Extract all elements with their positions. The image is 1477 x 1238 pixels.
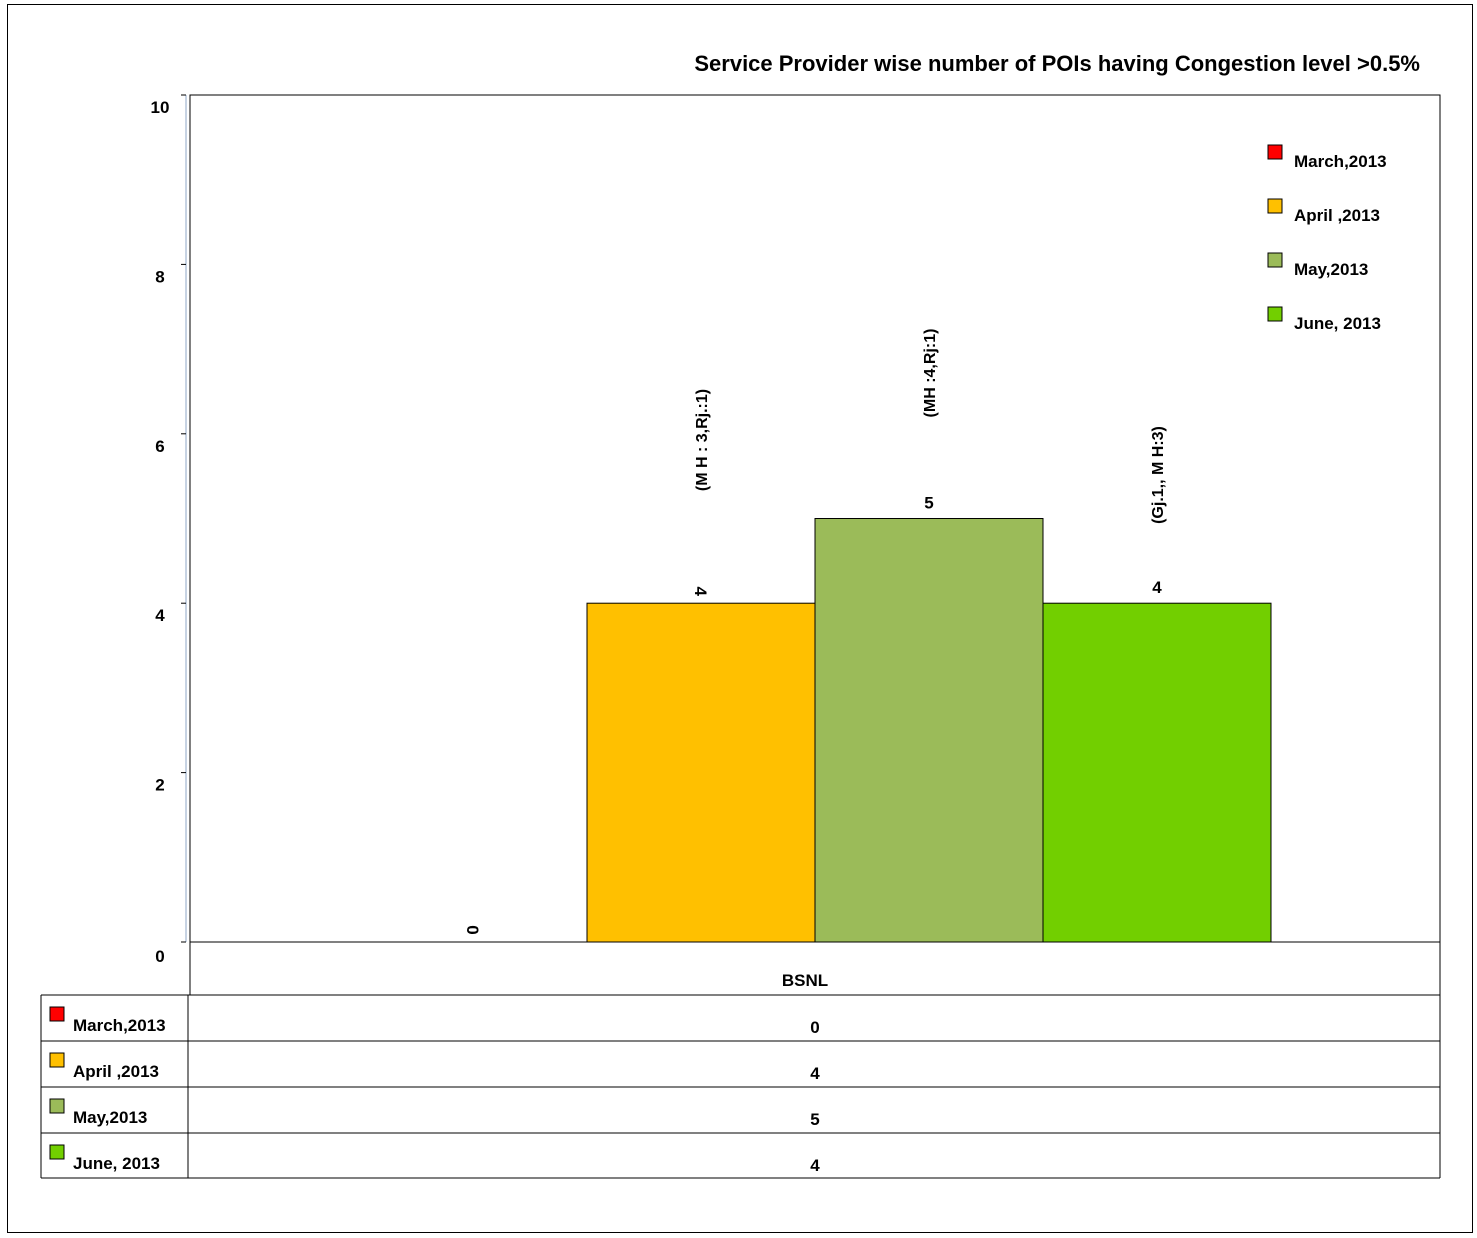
- value-label-2: 4: [691, 586, 710, 596]
- legend-label-2: April ,2013: [1294, 206, 1380, 225]
- legend-label-1: March,2013: [1294, 152, 1387, 171]
- value-label-3: 5: [924, 494, 933, 513]
- data-labels: 0 4 (M H : 3,Rj.:1) 5 (MH :4,Rj:1) 4 (Gj.1,, M…: [463, 329, 1167, 935]
- legend-swatch-3: [1267, 252, 1283, 268]
- table-swatch-2: [49, 1052, 65, 1068]
- table-series-name-2: April ,2013: [73, 1062, 159, 1081]
- legend-label-4: June, 2013: [1294, 314, 1381, 333]
- table-series-name-1: March,2013: [73, 1016, 166, 1035]
- value-label-1: 0: [463, 925, 482, 934]
- table-series-name-4: June, 2013: [73, 1154, 160, 1173]
- data-table: BSNL March,2013 0 April ,2013 4 May,2013 5 June…: [40, 942, 1441, 1179]
- table-swatch-1: [49, 1006, 65, 1022]
- table-value-3: 5: [810, 1110, 819, 1129]
- legend-swatch-1: [1267, 144, 1283, 160]
- y-axis: 0 2 4 6 8 10: [151, 94, 187, 966]
- y-tick-label: 6: [155, 437, 164, 456]
- chart-frame: [7, 4, 1473, 1233]
- table-series-name-3: May,2013: [73, 1108, 147, 1127]
- y-tick-label: 8: [155, 267, 164, 286]
- annotation-label-3: (MH :4,Rj:1): [922, 329, 939, 418]
- y-tick-label: 0: [155, 947, 164, 966]
- table-swatch-4: [49, 1144, 65, 1160]
- chart-title: Service Provider wise number of POIs hav…: [694, 51, 1420, 76]
- table-swatch-3: [49, 1098, 65, 1114]
- y-tick-label: 10: [151, 98, 170, 117]
- legend-swatch-4: [1267, 306, 1283, 322]
- value-label-4: 4: [1152, 578, 1162, 597]
- legend-swatch-2: [1267, 198, 1283, 214]
- table-value-2: 4: [810, 1064, 820, 1083]
- bar-2: [586, 602, 816, 943]
- table-value-4: 4: [810, 1156, 820, 1175]
- table-value-1: 0: [810, 1018, 819, 1037]
- y-tick-label: 4: [155, 606, 165, 625]
- table-category-header: BSNL: [782, 971, 828, 990]
- y-tick-label: 2: [155, 776, 164, 795]
- bar-4: [1042, 602, 1272, 943]
- legend: March,2013 April ,2013 May,2013 June, 2013: [1267, 144, 1387, 333]
- annotation-label-2: (M H : 3,Rj.:1): [694, 389, 711, 491]
- bars: [586, 518, 1272, 943]
- legend-label-3: May,2013: [1294, 260, 1368, 279]
- bar-3: [814, 518, 1044, 943]
- annotation-label-4: (Gj.1,, M H:3): [1150, 426, 1167, 524]
